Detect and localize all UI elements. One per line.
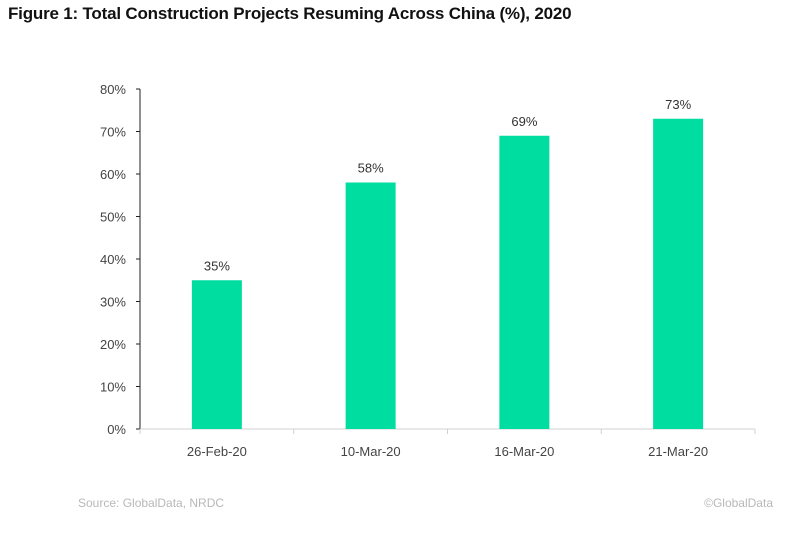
bar-16-Mar-20 [499,135,550,429]
source-note: Source: GlobalData, NRDC [78,496,225,510]
data-label: 58% [358,161,384,176]
x-tick-label: 16-Mar-20 [494,444,554,459]
x-tick-label: 26-Feb-20 [187,444,247,459]
y-tick-label: 80% [100,82,126,97]
y-tick-label: 40% [100,252,126,267]
x-tick-label: 21-Mar-20 [648,444,708,459]
y-tick-label: 0% [107,422,126,437]
copyright-note: ©GlobalData [704,496,773,510]
bar-10-Mar-20 [345,182,396,429]
bar-21-Mar-20 [653,118,704,429]
y-tick-label: 50% [100,210,126,225]
data-label: 35% [204,258,230,273]
y-tick-label: 10% [100,380,126,395]
data-label: 73% [665,97,691,112]
y-tick-label: 30% [100,295,126,310]
chart-title: Figure 1: Total Construction Projects Re… [8,4,572,23]
y-tick-label: 20% [100,337,126,352]
y-tick-label: 70% [100,125,126,140]
x-tick-label: 10-Mar-20 [341,444,401,459]
y-tick-label: 60% [100,167,126,182]
data-label: 69% [511,114,537,129]
bar-26-Feb-20 [191,280,242,429]
